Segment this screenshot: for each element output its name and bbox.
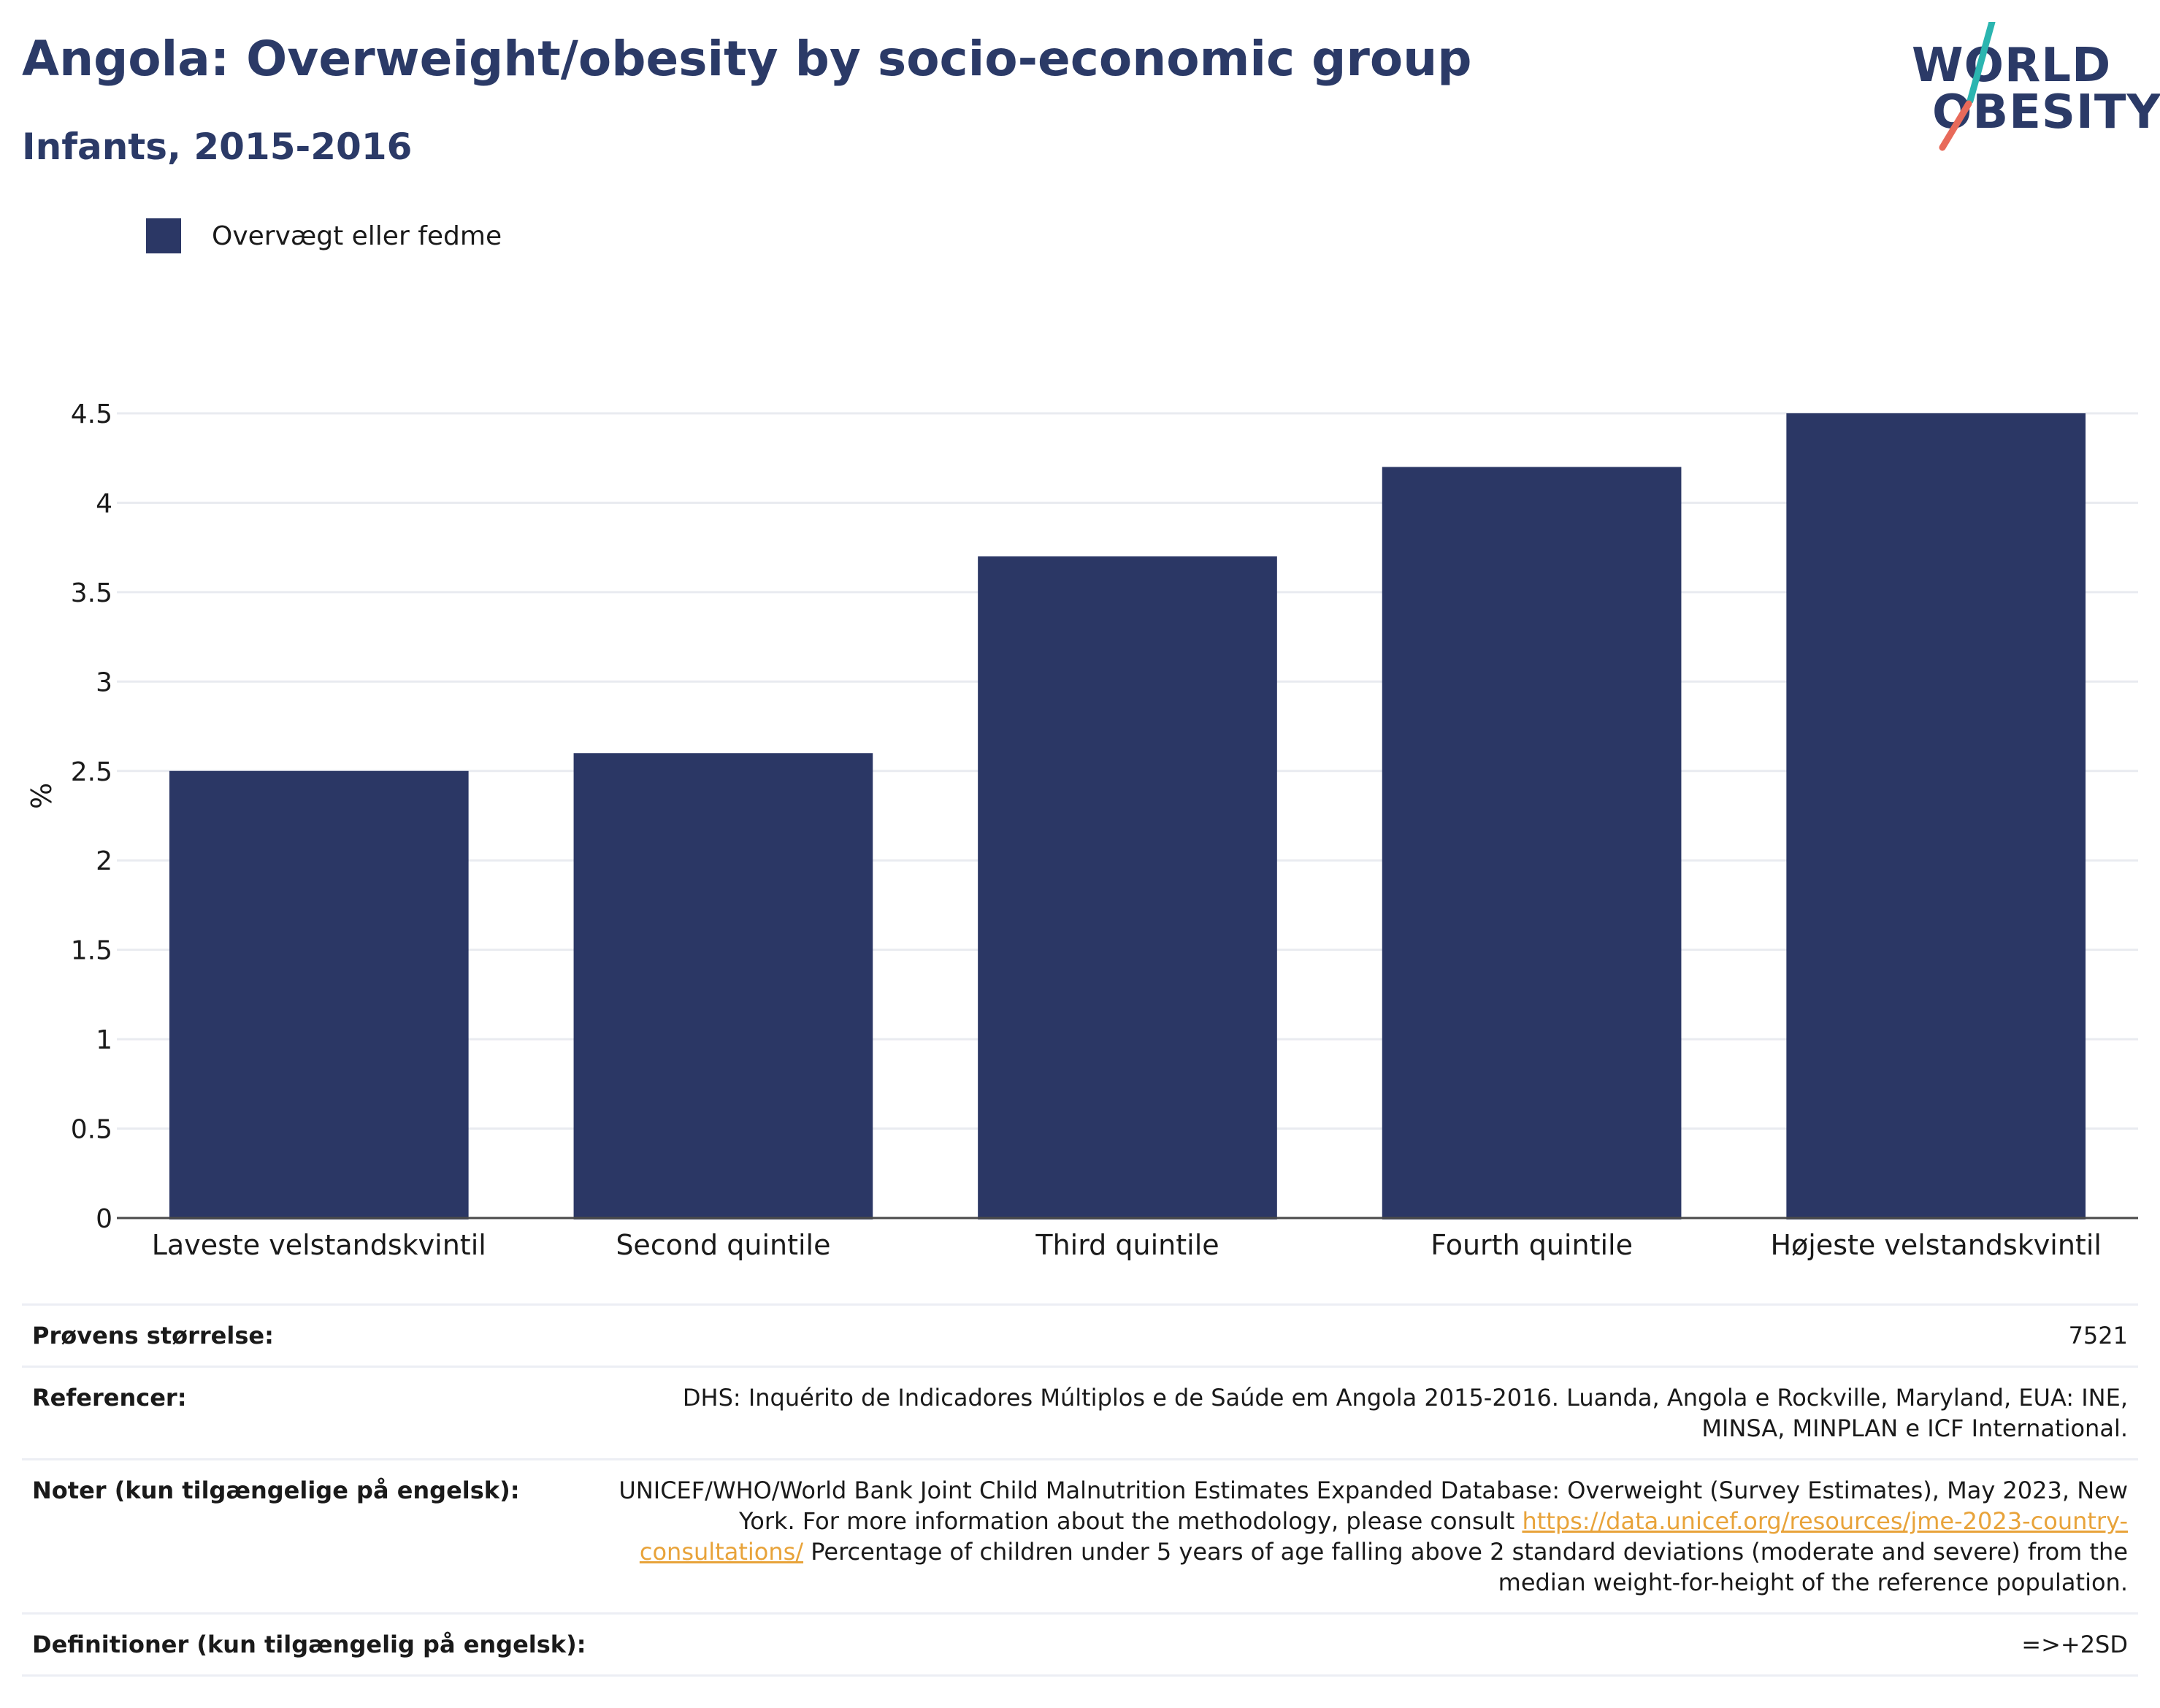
y-tick-label: 3.5 bbox=[71, 578, 112, 608]
bars bbox=[169, 413, 2086, 1219]
notes-text-before: UNICEF/WHO/World Bank Joint Child Malnut… bbox=[618, 1477, 2128, 1535]
chart-title: Angola: Overweight/obesity by socio-econ… bbox=[22, 31, 1472, 87]
y-tick-labels: 0 0.5 1 1.5 2 2.5 3 3.5 4 4.5 bbox=[71, 399, 112, 1234]
y-tick-label: 4.5 bbox=[71, 399, 112, 429]
y-tick-label: 4 bbox=[96, 489, 112, 518]
bar[interactable] bbox=[978, 556, 1277, 1219]
x-tick-label: Second quintile bbox=[616, 1229, 830, 1261]
references-label: Referencer: bbox=[32, 1384, 187, 1412]
references-row: Referencer: DHS: Inquérito de Indicadore… bbox=[22, 1366, 2138, 1458]
x-tick-label: Fourth quintile bbox=[1431, 1229, 1633, 1261]
bar-chart: 0 0.5 1 1.5 2 2.5 3 3.5 4 4.5 Laveste velstandskv… bbox=[26, 399, 2138, 1261]
chart-legend: Overvægt eller fedme bbox=[146, 218, 502, 254]
bar[interactable] bbox=[1786, 413, 2086, 1219]
definitions-value: =>+2SD bbox=[2021, 1631, 2128, 1658]
y-tick-label: 2 bbox=[96, 846, 112, 876]
definitions-label: Definitioner (kun tilgængelig på engelsk… bbox=[32, 1631, 586, 1658]
sample-size-value: 7521 bbox=[2068, 1322, 2128, 1349]
logo-slash-icon bbox=[1939, 22, 1996, 151]
x-tick-label: Third quintile bbox=[1035, 1229, 1219, 1261]
notes-row: Noter (kun tilgængelige på engelsk): UNI… bbox=[22, 1458, 2138, 1612]
bar[interactable] bbox=[169, 770, 469, 1219]
notes-label: Noter (kun tilgængelige på engelsk): bbox=[32, 1477, 520, 1504]
y-axis-label: % bbox=[26, 783, 58, 809]
references-value: DHS: Inquérito de Indicadores Múltiplos … bbox=[682, 1384, 2128, 1442]
x-tick-labels: Laveste velstandskvintil Second quintile T… bbox=[152, 1229, 2102, 1261]
y-tick-label: 0 bbox=[96, 1204, 112, 1234]
y-tick-label: 3 bbox=[96, 667, 112, 697]
y-tick-label: 2.5 bbox=[71, 757, 112, 787]
bar[interactable] bbox=[1382, 467, 1682, 1219]
sample-size-label: Prøvens størrelse: bbox=[32, 1322, 274, 1349]
legend-swatch bbox=[146, 218, 181, 253]
sample-size-row: Prøvens størrelse: 7521 bbox=[22, 1303, 2138, 1366]
notes-value: UNICEF/WHO/World Bank Joint Child Malnut… bbox=[594, 1475, 2128, 1598]
world-obesity-logo: WORLD OBESITY bbox=[1899, 22, 2160, 153]
notes-link[interactable]: https://data.unicef.org/resources/jme-20… bbox=[639, 1507, 2128, 1566]
y-tick-label: 1 bbox=[96, 1025, 112, 1055]
info-table: Prøvens størrelse: 7521 Referencer: DHS:… bbox=[22, 1303, 2138, 1677]
legend-label: Overvægt eller fedme bbox=[212, 221, 502, 251]
bar[interactable] bbox=[573, 753, 873, 1219]
x-tick-label: Højeste velstandskvintil bbox=[1770, 1229, 2101, 1261]
notes-text-after: Percentage of children under 5 years of … bbox=[803, 1538, 2128, 1596]
y-tick-label: 0.5 bbox=[71, 1115, 112, 1145]
chart-subtitle: Infants, 2015-2016 bbox=[22, 126, 413, 168]
y-tick-label: 1.5 bbox=[71, 936, 112, 966]
definitions-row: Definitioner (kun tilgængelig på engelsk… bbox=[22, 1612, 2138, 1677]
x-tick-label: Laveste velstandskvintil bbox=[152, 1229, 486, 1261]
logo-line1: WORLD bbox=[1912, 39, 2112, 93]
